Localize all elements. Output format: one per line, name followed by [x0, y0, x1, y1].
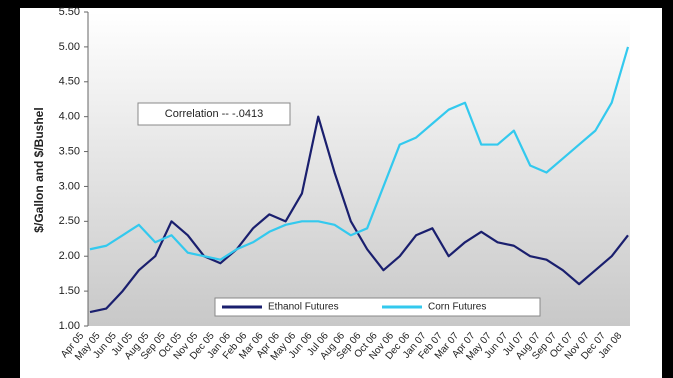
- legend-label: Ethanol Futures: [268, 302, 339, 313]
- series-line: [89, 46, 630, 261]
- legend-label: Corn Futures: [428, 302, 486, 313]
- plot-area: [88, 12, 630, 326]
- y-tick-label: 4.00: [59, 111, 80, 123]
- annotation: Correlation -- -.0413: [165, 108, 263, 120]
- y-tick-label: 5.50: [59, 6, 80, 18]
- y-tick-label: 3.00: [59, 180, 80, 192]
- y-tick-label: 3.50: [59, 145, 80, 157]
- legend: [214, 297, 541, 317]
- y-tick-label: 2.00: [59, 250, 80, 262]
- annotation-box: [137, 102, 291, 126]
- y-axis-label: $/Gallon and $/Bushel: [32, 107, 46, 232]
- y-tick-label: 4.50: [59, 76, 80, 88]
- y-tick-label: 5.00: [59, 41, 80, 53]
- y-tick-label: 1.00: [59, 320, 80, 332]
- series-line: [89, 115, 629, 314]
- y-tick-label: 1.50: [59, 285, 80, 297]
- y-tick-label: 2.50: [59, 215, 80, 227]
